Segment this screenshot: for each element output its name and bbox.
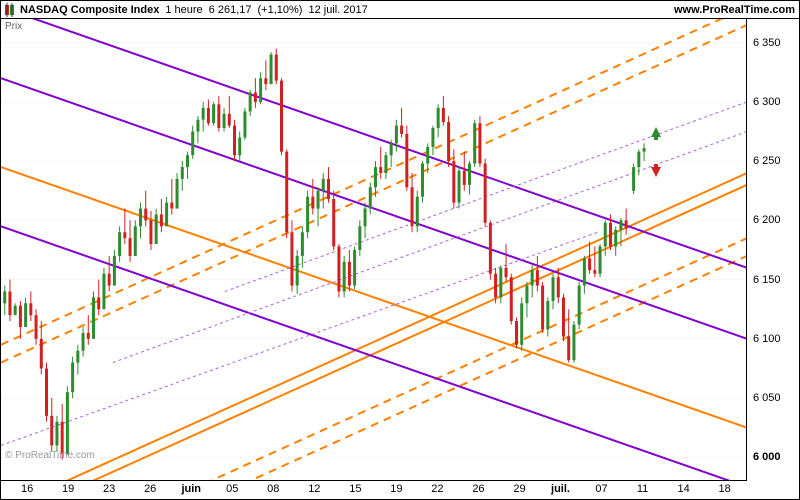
y-axis: 6 000 6 050 6 100 6 150 6 200 6 250 6 300 6 350 [746,19,799,481]
x-tick-label: 23 [103,483,115,495]
x-axis: 16 19 23 26 juin 05 08 12 15 19 22 26 29 juil. 07 11 14 1… [1,480,747,499]
chart-plot-area[interactable]: Prix © ProRealTime.com 6 261,17 [1,19,747,481]
y-tick-label: 6 200 [747,214,799,226]
timeframe-label: 1 heure [165,4,202,16]
chart-svg [1,19,747,481]
x-tick-label: juil. [551,483,570,495]
prix-label: Prix [5,21,22,32]
x-tick-label: 08 [267,483,279,495]
x-tick-label: 05 [226,483,238,495]
y-tick-label: 6 250 [747,155,799,167]
x-tick-label: 26 [472,483,484,495]
chart-header: NASDAQ Composite Index 1 heure 6 261,17 … [1,1,799,19]
chart-container: NASDAQ Composite Index 1 heure 6 261,17 … [0,0,800,500]
instrument-title: NASDAQ Composite Index [20,4,159,16]
x-tick-label: 07 [595,483,607,495]
x-tick-label: juin [181,483,201,495]
x-tick-label: 14 [677,483,689,495]
price-value: 6 261,17 [209,4,252,16]
candlestick-icon [5,5,14,15]
x-tick-label: 15 [349,483,361,495]
x-tick-label: 26 [144,483,156,495]
x-tick-label: 19 [62,483,74,495]
y-tick-label: 6 050 [747,392,799,404]
x-tick-label: 11 [637,483,648,495]
x-tick-label: 18 [718,483,730,495]
change-value: (+1,10%) [258,4,303,16]
x-tick-label: 16 [21,483,33,495]
header-left: NASDAQ Composite Index 1 heure 6 261,17 … [5,4,368,16]
copyright-label: © ProRealTime.com [5,450,95,461]
x-tick-label: 22 [431,483,443,495]
up-arrow-icon [651,127,661,137]
y-tick-label: 6 350 [747,37,799,49]
y-tick-label: 6 000 [747,451,799,463]
x-tick-label: 19 [390,483,402,495]
y-tick-label: 6 150 [747,274,799,286]
x-tick-label: 12 [308,483,320,495]
source-label: www.ProRealTime.com [674,4,795,16]
down-arrow-icon [651,167,661,177]
y-tick-label: 6 300 [747,96,799,108]
x-tick-label: 29 [513,483,525,495]
date-label: 12 juil. 2017 [308,4,367,16]
y-tick-label: 6 100 [747,333,799,345]
